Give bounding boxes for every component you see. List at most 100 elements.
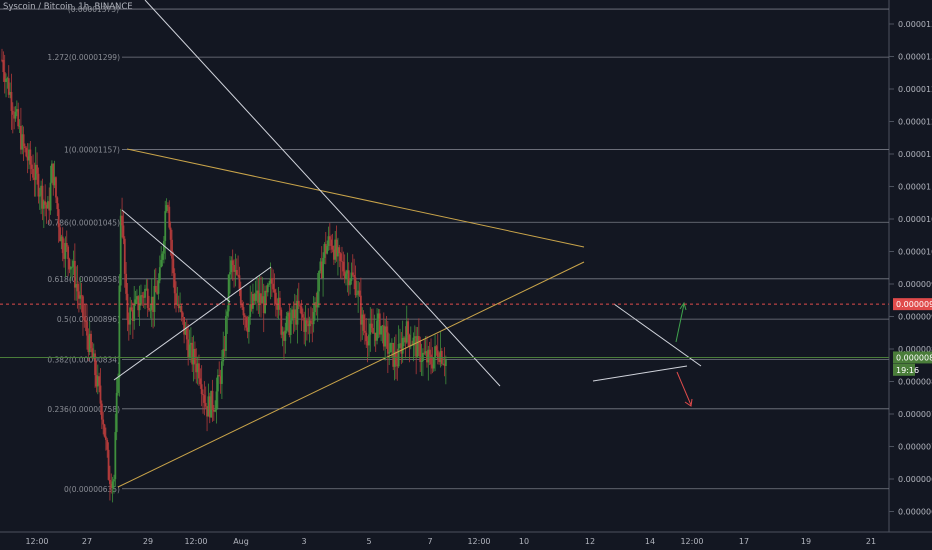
candle-body [125,273,128,294]
candle-body [419,341,422,363]
candle-body [45,204,48,209]
candle-body [192,348,195,365]
candle-body [431,364,434,369]
y-tick-label: 0.00000750 [898,410,932,419]
triangle-upper-line[interactable] [126,148,585,248]
y-tick-label: 0.00001150 [898,150,932,159]
candle-body [136,296,138,300]
candle-body [427,349,430,363]
candle-body [372,327,374,334]
y-tick-label: 0.00000900 [898,313,932,322]
triangle-lower-line[interactable] [117,261,585,488]
candle-body [252,293,254,309]
candle-body [46,201,49,209]
candle-body [152,296,154,312]
y-tick-label: 0.00001050 [898,215,932,224]
candle-body [115,392,118,433]
candle-body [393,351,396,367]
small-down-line[interactable] [121,209,231,303]
candle-body [30,164,33,169]
candle-body [210,390,213,418]
candle-body [284,330,287,341]
candle-body [79,295,82,299]
candle-body [295,309,298,325]
candle-body [140,295,142,305]
candle-body [324,244,327,254]
arrow-up-line[interactable] [675,303,685,343]
candle-body [133,304,136,321]
candle-body [326,246,329,254]
long-diagonal-line[interactable] [144,0,501,387]
candle-body [158,267,161,281]
candle-body [96,376,99,387]
candle-body [347,270,350,286]
candle-body [149,309,152,311]
candle-body [222,349,225,362]
candle-body [305,320,308,324]
fib-level-label: 0.382(0.00000834) [47,355,120,364]
candle-body [148,307,150,310]
x-tick-label: 21 [866,537,876,546]
small-up-line[interactable] [113,266,272,381]
candle-body [161,253,164,260]
candle-body [48,201,51,211]
candle-body [285,316,288,331]
candle-body [373,332,376,334]
candle-body [332,249,335,260]
wedge-upper-line[interactable] [613,303,702,367]
candle-body [167,205,169,207]
candle-body [212,409,215,412]
candle-body [10,92,13,111]
candle-body [118,285,121,378]
wedge-lower-line[interactable] [592,365,688,382]
x-tick-label: 14 [645,537,655,546]
y-tick-label: 0.00000850 [898,345,932,354]
candle-body [134,299,137,305]
candle-body [239,288,242,304]
candle-body [37,173,40,197]
candle-body [426,351,428,363]
candle-body [434,346,436,358]
candle-body [262,296,265,314]
candle-body [156,292,159,294]
candle-body [241,303,244,308]
candle-body [91,348,94,359]
candle-body [109,479,111,484]
candle-body [261,296,264,304]
candle-body [102,419,105,425]
candle-body [296,300,299,325]
candle-body [376,320,378,341]
x-tick-label: 10 [519,537,529,546]
candle-body [123,238,126,274]
arrow-down-line[interactable] [676,371,692,406]
candle-body [444,359,447,366]
candle-body [25,148,28,157]
candle-body [416,336,419,357]
candle-body [273,289,276,293]
y-tick-label: 0.00000700 [898,443,932,452]
candle-body [436,350,439,359]
x-tick-label: 7 [427,537,432,546]
candle-body [243,315,246,318]
candle-body [361,314,364,325]
candle-body [204,402,207,407]
candle-body [346,270,349,274]
candle-body [322,257,324,279]
candle-body [64,242,67,259]
candle-body [330,239,333,246]
candle-body [21,134,24,150]
candle-body [34,164,37,180]
y-tick-label: 0.00000950 [898,280,932,289]
candle-body [144,289,146,298]
candle-body [270,278,273,284]
candle-body [3,72,6,82]
candle-body [292,309,295,319]
candle-body [397,343,400,367]
candle-body [194,348,196,364]
candle-body [176,303,179,305]
fib-level-label: 1(0.00001157) [64,145,120,154]
candle-body [142,296,145,298]
candle-body [300,306,303,315]
candle-body [308,320,311,327]
